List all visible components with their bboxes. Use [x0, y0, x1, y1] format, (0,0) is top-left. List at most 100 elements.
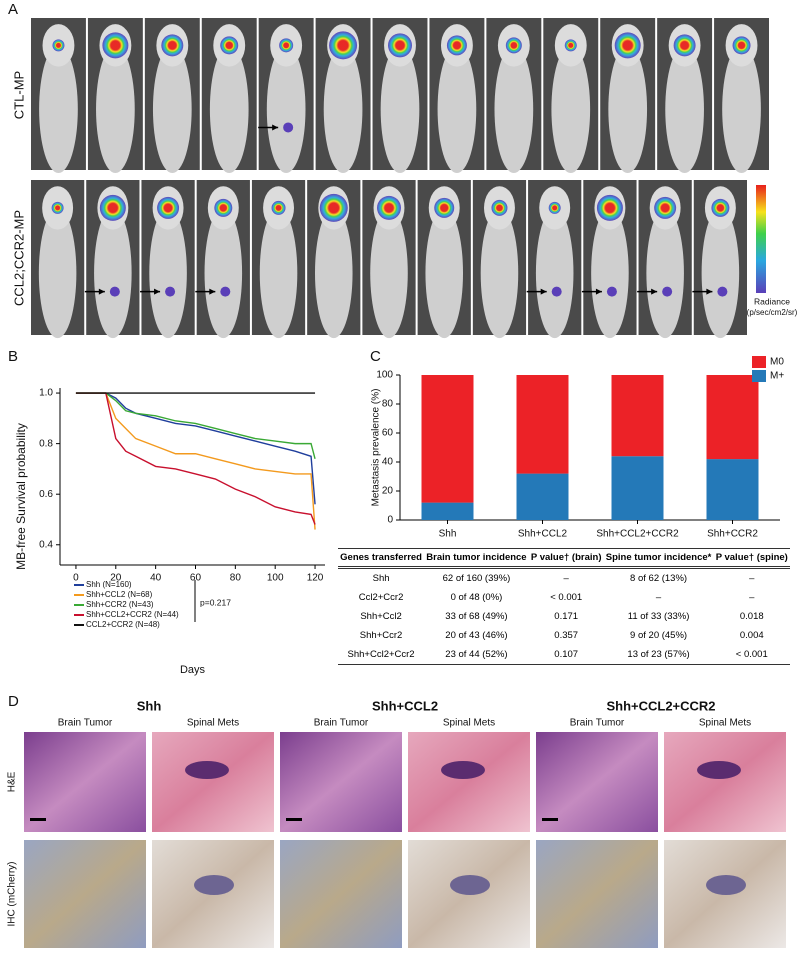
signal	[491, 199, 508, 216]
table-cell: 0.107	[528, 645, 604, 665]
ihc-image	[536, 840, 658, 948]
signal	[165, 286, 176, 297]
legend-label: Shh (N=160)	[86, 580, 132, 589]
ihc-image	[280, 840, 402, 948]
signal	[551, 286, 562, 297]
column-heading: Brain Tumor	[58, 718, 113, 729]
mouse-body	[425, 207, 464, 339]
y-tick-label: 100	[376, 370, 393, 381]
mouse-body	[259, 207, 298, 339]
table-cell: 9 of 20 (45%)	[630, 630, 688, 641]
table-cell: –	[655, 592, 662, 603]
signal	[711, 198, 730, 217]
incidence-table: Genes transferred Brain tumor incidence P …	[338, 548, 790, 665]
signal	[548, 201, 561, 214]
mouse-body	[209, 45, 249, 174]
survival-curve	[75, 392, 316, 525]
signal	[673, 34, 696, 57]
row-label: IHC (mCherry)	[7, 862, 18, 927]
x-tick-label: 120	[307, 573, 324, 584]
signal	[505, 37, 522, 54]
mouse-body	[380, 45, 420, 174]
legend-swatch	[752, 356, 766, 368]
scale-bar	[286, 818, 302, 821]
signal	[319, 193, 348, 222]
x-tick-label: Shh+CCL2	[518, 529, 568, 540]
column-heading: Spinal Mets	[187, 718, 239, 729]
bar-segment	[611, 456, 664, 520]
tissue	[194, 875, 234, 895]
row-label: CCL2;CCR2-MP	[11, 210, 26, 306]
y-tick-label: 60	[382, 428, 394, 439]
mouse-body	[608, 45, 648, 174]
panel-label: D	[8, 693, 19, 710]
header-cell: P value† (spine)	[713, 548, 790, 569]
bar-segment	[706, 375, 759, 460]
survival-curve	[75, 392, 316, 530]
table-cell: 23 of 44 (52%)	[424, 645, 529, 665]
x-tick-label: 60	[190, 573, 202, 584]
column-heading: Brain Tumor	[314, 718, 369, 729]
table-cell: Shh+Ccl2+Ccr2	[338, 645, 425, 665]
x-tick-label: 0	[73, 573, 79, 584]
arrow-head	[595, 288, 602, 295]
arrow-head	[209, 288, 216, 295]
table-cell: Shh+Ccl2	[360, 611, 402, 622]
table-cell: Shh+Ccr2	[359, 630, 403, 641]
mouse-body	[591, 207, 629, 339]
arrow-head	[154, 288, 161, 295]
arrow-head	[540, 288, 547, 295]
legend-label: M0	[770, 357, 784, 368]
group-heading: Shh	[137, 698, 162, 713]
colorbar	[756, 185, 766, 293]
legend-label: Shh+CCL2 (N=68)	[86, 590, 153, 599]
mouse-body	[314, 207, 353, 339]
signal	[220, 286, 231, 297]
tissue	[441, 761, 485, 779]
bar-segment	[421, 375, 474, 503]
signal	[596, 194, 623, 221]
signal	[662, 286, 673, 297]
row-label: H&E	[7, 771, 18, 792]
legend-label: Shh+CCL2+CCR2 (N=44)	[86, 610, 179, 619]
signal	[564, 39, 577, 52]
panel-label: B	[8, 348, 18, 365]
header-row: Genes transferred Brain tumor incidence P …	[338, 548, 790, 569]
table-cell: < 0.001	[713, 645, 790, 665]
y-tick-label: 0	[387, 515, 393, 526]
header-cell: Genes transferred	[338, 548, 425, 569]
signal	[283, 122, 294, 133]
mouse-body	[535, 207, 574, 339]
arrow-head	[706, 288, 713, 295]
table-cell: 8 of 62 (13%)	[630, 573, 688, 584]
mouse-body	[480, 207, 519, 339]
p-value: p=0.217	[200, 597, 231, 607]
tissue	[185, 761, 229, 779]
table-cell: 0.357	[554, 630, 579, 641]
he-image	[408, 732, 530, 832]
x-tick-label: Shh+CCR2	[707, 529, 758, 540]
y-axis-label: MB-free Survival probability	[14, 423, 28, 570]
mouse-body	[665, 45, 704, 174]
signal	[434, 197, 455, 218]
legend-label: M+	[770, 371, 784, 382]
panel-label: A	[8, 1, 18, 18]
colorbar-label: Radiance	[754, 296, 790, 306]
legend-swatch	[752, 370, 766, 382]
group-heading: Shh+CCL2	[372, 698, 438, 713]
signal	[388, 33, 412, 58]
table-cell: 11 of 33 (33%)	[627, 611, 690, 622]
scale-bar	[30, 818, 46, 821]
tissue	[450, 875, 490, 895]
mouse-body	[494, 45, 534, 174]
mouse-body	[370, 207, 408, 339]
table-cell: 33 of 68 (49%)	[445, 611, 508, 622]
tissue	[706, 875, 746, 895]
panel-label: C	[370, 348, 381, 365]
mouse-body	[266, 45, 306, 174]
y-tick-label: 1.0	[39, 388, 53, 399]
y-tick-label: 80	[382, 399, 394, 410]
arrow-head	[272, 124, 279, 131]
y-tick-label: 0.6	[39, 489, 53, 500]
